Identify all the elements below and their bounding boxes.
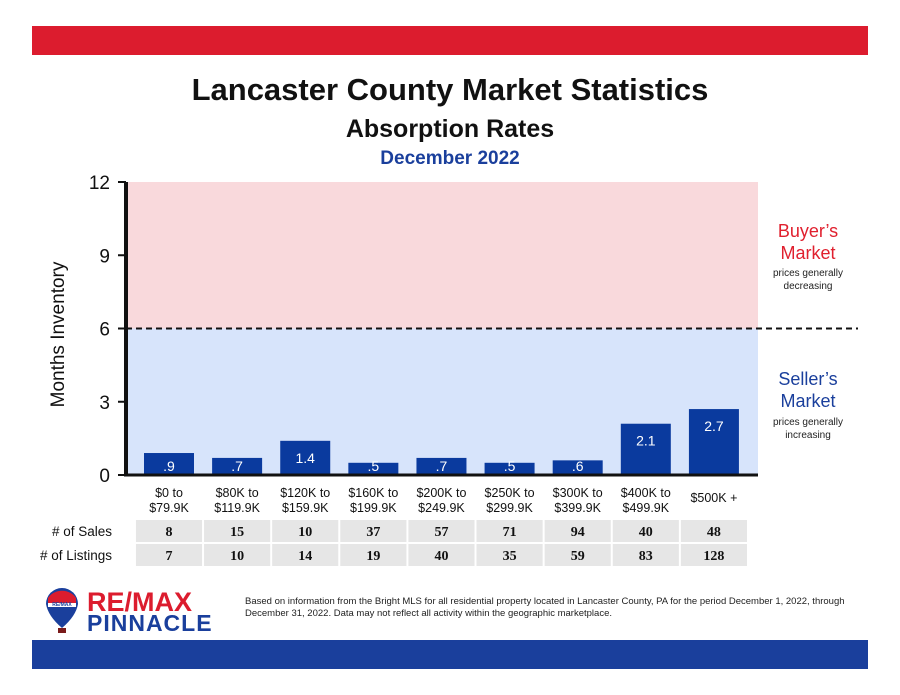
bottom-blue-bar — [32, 640, 868, 669]
top-red-bar — [32, 26, 868, 55]
seller-market-note: increasing — [785, 430, 831, 441]
table-cell-bg — [272, 544, 339, 566]
x-tick-label: $160K to — [348, 486, 398, 500]
buyer-market-title: Buyer’s — [778, 221, 838, 241]
x-tick-label: $500K + — [690, 491, 737, 505]
table-cell: 57 — [434, 525, 448, 540]
y-tick-label: 9 — [99, 246, 110, 267]
bar-data-label: 1.4 — [295, 450, 315, 466]
x-tick-label: $119.9K — [214, 501, 260, 515]
page-subtitle: Absorption Rates — [345, 115, 555, 143]
table-cell-bg — [680, 520, 747, 542]
seller-market-title: Market — [780, 391, 835, 411]
table-cell: 14 — [298, 549, 312, 564]
footnote: Based on information from the Bright MLS… — [245, 596, 845, 619]
table-cell: 15 — [230, 525, 244, 540]
table-cell-bg — [476, 544, 543, 566]
bar-data-label: .6 — [572, 458, 584, 474]
table-cell: 71 — [503, 525, 517, 540]
logo-remax-text: RE/MAX — [87, 587, 193, 617]
table-cell-bg — [544, 520, 611, 542]
table-cell-bg — [408, 520, 475, 542]
table-cell-bg — [135, 520, 203, 542]
x-tick-label: $159.9K — [282, 501, 329, 515]
bar — [688, 409, 739, 475]
y-axis-label: Months Inventory — [48, 261, 69, 407]
table-cell-bg — [340, 544, 407, 566]
table-cell: 10 — [298, 525, 312, 540]
table-cell: 7 — [166, 549, 173, 564]
buyer-market-note: prices generally — [773, 268, 843, 279]
x-tick-label: $79.9K — [149, 501, 189, 515]
buyer-market-zone — [126, 182, 758, 329]
x-tick-label: $300K to — [553, 486, 603, 500]
bar — [348, 462, 399, 475]
x-tick-label: $499.9K — [623, 501, 670, 515]
table-cell-bg — [272, 520, 339, 542]
bar — [212, 457, 263, 475]
table-row-label: # of Sales — [52, 524, 112, 539]
bar — [416, 457, 467, 475]
bar-data-label: .9 — [163, 458, 175, 474]
table-cell-bg — [544, 544, 611, 566]
bar — [280, 440, 331, 475]
x-tick-label: $199.9K — [350, 501, 397, 515]
table-cell-bg — [612, 520, 679, 542]
table-cell-bg — [340, 520, 407, 542]
table-cell: 40 — [639, 525, 653, 540]
bar-data-label: .5 — [368, 458, 380, 474]
table-cell-bg — [408, 544, 475, 566]
logo-pinnacle-text: PINNACLE — [87, 610, 213, 636]
x-tick-label: $120K to — [280, 486, 330, 500]
table-cell: 128 — [703, 549, 724, 564]
y-tick-label: 0 — [99, 466, 110, 487]
table-cell: 48 — [707, 525, 721, 540]
bar-data-label: 2.1 — [636, 433, 656, 449]
table-cell: 59 — [571, 549, 585, 564]
bar — [144, 453, 194, 475]
table-cell: 83 — [639, 549, 653, 564]
balloon-logo-icon: RE/MAX — [46, 588, 78, 633]
buyer-market-note: decreasing — [784, 281, 833, 292]
x-tick-label: $400K to — [621, 486, 671, 500]
table-cell: 8 — [166, 525, 173, 540]
table-cell-bg — [612, 544, 679, 566]
y-tick-label: 6 — [99, 320, 110, 341]
bar-data-label: .7 — [436, 458, 448, 474]
x-tick-label: $249.9K — [418, 501, 465, 515]
bar-data-label: .7 — [231, 458, 243, 474]
x-tick-label: $399.9K — [554, 501, 601, 515]
table-cell: 40 — [434, 549, 448, 564]
y-tick-label: 12 — [89, 173, 110, 194]
svg-text:RE/MAX: RE/MAX — [52, 602, 72, 608]
x-tick-label: $200K to — [416, 486, 466, 500]
table-cell-bg — [204, 520, 271, 542]
table-cell: 94 — [571, 525, 585, 540]
table-cell: 19 — [366, 549, 380, 564]
bar-data-label: 2.7 — [704, 418, 724, 434]
bar-data-label: .5 — [504, 458, 516, 474]
table-cell-bg — [204, 544, 271, 566]
page-title: Lancaster County Market Statistics — [191, 72, 709, 107]
x-tick-label: $80K to — [216, 486, 259, 500]
x-tick-label: $0 to — [155, 486, 183, 500]
table-cell: 35 — [503, 549, 517, 564]
table-row-label: # of Listings — [40, 548, 112, 563]
buyer-market-title: Market — [780, 243, 835, 263]
seller-market-title: Seller’s — [778, 369, 837, 389]
bar — [552, 460, 603, 475]
seller-market-note: prices generally — [773, 417, 843, 428]
table-cell-bg — [476, 520, 543, 542]
bar — [620, 423, 671, 475]
y-tick-label: 3 — [99, 393, 110, 414]
table-cell: 37 — [366, 525, 380, 540]
x-tick-label: $250K to — [485, 486, 535, 500]
table-cell-bg — [135, 544, 203, 566]
table-cell: 10 — [230, 549, 244, 564]
report-period: December 2022 — [380, 148, 520, 169]
x-tick-label: $299.9K — [486, 501, 533, 515]
bar — [484, 462, 535, 475]
table-cell-bg — [680, 544, 747, 566]
